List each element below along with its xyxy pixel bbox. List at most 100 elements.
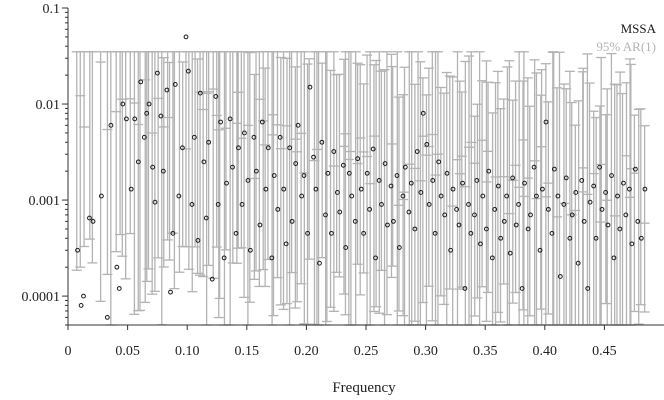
- data-point: [146, 101, 152, 107]
- data-point: [301, 173, 307, 178]
- data-point: [313, 186, 319, 192]
- ar1-error-bars: [71, 51, 650, 326]
- error-bar: [95, 51, 106, 302]
- data-point: [245, 178, 251, 183]
- error-bar: [469, 115, 480, 317]
- data-point: [408, 180, 414, 186]
- data-point: [218, 119, 223, 125]
- data-point: [203, 215, 209, 221]
- x-tick-label: 0.25: [354, 344, 379, 359]
- data-point: [579, 178, 585, 183]
- data-point: [355, 156, 361, 162]
- x-tick-label: 0.45: [592, 344, 617, 359]
- data-point: [352, 218, 358, 224]
- data-point: [189, 202, 195, 207]
- error-bar: [554, 51, 565, 326]
- data-point: [563, 175, 569, 181]
- data-point: [382, 161, 388, 166]
- data-point: [158, 113, 164, 119]
- data-point: [311, 154, 316, 160]
- data-point: [394, 173, 400, 178]
- data-point: [456, 222, 462, 228]
- data-point: [573, 190, 579, 195]
- data-point: [587, 199, 593, 205]
- data-point: [183, 34, 189, 40]
- data-point: [120, 101, 126, 107]
- data-point: [593, 235, 599, 241]
- error-bar: [600, 114, 611, 305]
- data-point: [540, 186, 545, 192]
- error-bar: [492, 70, 503, 314]
- data-point: [349, 193, 355, 199]
- data-point: [277, 134, 283, 140]
- data-point: [236, 145, 241, 151]
- data-point: [444, 170, 450, 176]
- error-bar: [582, 53, 593, 326]
- mssa-points: [75, 34, 648, 320]
- data-point: [358, 186, 364, 192]
- data-point: [373, 255, 378, 261]
- x-ticks: 0 0.05 0.10 0.15 0.20 0.25 0.30 0.35 0.40 0.45: [65, 325, 617, 359]
- error-bar: [639, 125, 650, 313]
- error-bar: [345, 51, 356, 326]
- data-point: [132, 116, 138, 122]
- data-point: [230, 164, 235, 170]
- data-point: [176, 193, 182, 199]
- data-point: [569, 212, 575, 218]
- error-bar: [203, 51, 214, 267]
- error-bar: [477, 80, 488, 288]
- data-point: [585, 286, 591, 291]
- data-point: [492, 206, 498, 212]
- data-point: [337, 209, 343, 215]
- data-point: [90, 218, 96, 224]
- data-point: [450, 186, 456, 192]
- error-bar: [423, 67, 434, 287]
- error-bar: [481, 60, 492, 322]
- data-point: [155, 70, 160, 76]
- data-point: [259, 119, 265, 125]
- data-point: [265, 145, 271, 151]
- data-point: [334, 190, 340, 195]
- data-point: [489, 255, 495, 261]
- error-bar: [219, 51, 230, 326]
- data-point: [376, 178, 382, 183]
- data-point: [498, 235, 504, 241]
- error-bar: [474, 51, 485, 326]
- data-point: [513, 222, 519, 228]
- data-point: [116, 286, 122, 291]
- data-point: [629, 241, 635, 247]
- data-point: [164, 87, 170, 93]
- error-bar: [169, 51, 180, 290]
- data-point: [406, 209, 412, 215]
- data-point: [361, 230, 367, 236]
- data-point: [150, 164, 156, 170]
- data-point: [402, 164, 408, 170]
- data-point: [215, 202, 221, 207]
- y-tick-label: 0.01: [36, 98, 61, 113]
- data-point: [549, 230, 555, 236]
- data-point: [224, 180, 229, 186]
- error-bar: [529, 59, 540, 326]
- data-point: [642, 186, 648, 192]
- data-point: [191, 134, 197, 140]
- data-point: [448, 247, 454, 253]
- data-point: [343, 245, 349, 250]
- data-point: [474, 178, 480, 183]
- error-bar: [404, 51, 415, 326]
- error-bar: [633, 108, 644, 325]
- data-point: [271, 173, 277, 178]
- data-point: [611, 255, 617, 261]
- data-point: [581, 218, 587, 224]
- data-point: [605, 222, 611, 228]
- data-point: [424, 141, 430, 147]
- error-bar: [540, 63, 551, 326]
- error-bar: [220, 51, 231, 251]
- y-tick-label: 0.1: [43, 2, 61, 17]
- data-point: [543, 119, 549, 125]
- data-point: [615, 193, 620, 199]
- data-point: [638, 235, 644, 241]
- error-bar: [535, 94, 546, 310]
- data-point: [170, 230, 176, 236]
- error-bar: [352, 62, 363, 265]
- error-bar: [415, 61, 426, 326]
